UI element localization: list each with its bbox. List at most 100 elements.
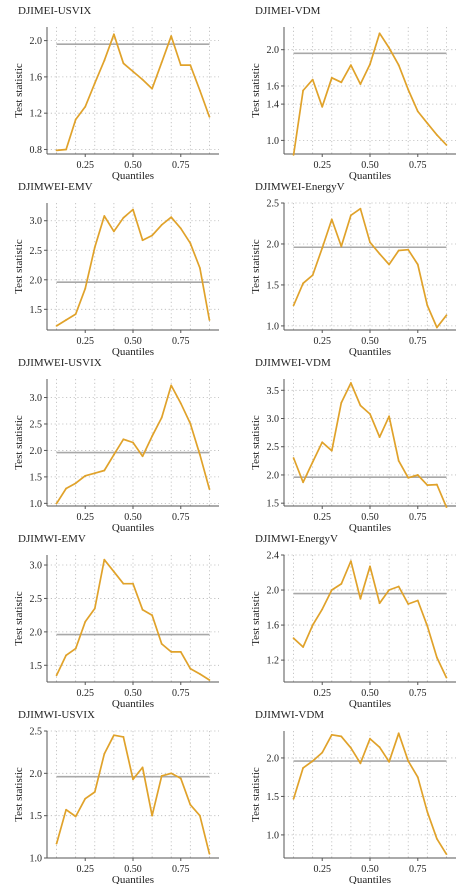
x-tick-label: 0.50 <box>361 160 379 171</box>
chart-svg: 1.2 1.6 2.0 2.4 0.25 0.50 0.75 Quantiles Test st… <box>250 551 456 710</box>
data-point <box>340 583 343 585</box>
y-tick-label: 3.0 <box>30 216 43 227</box>
data-point <box>93 472 96 475</box>
data-point <box>65 148 68 151</box>
data-point <box>435 134 438 136</box>
data-point <box>407 88 410 91</box>
data-point <box>397 585 400 588</box>
series-line <box>292 32 448 156</box>
data-point <box>388 589 391 591</box>
data-point <box>292 304 295 307</box>
x-tick-label: 0.75 <box>172 864 190 875</box>
x-axis-label: Quantiles <box>349 874 391 884</box>
data-point <box>416 263 419 266</box>
data-point <box>445 144 448 146</box>
data-point <box>340 245 343 248</box>
data-point <box>445 853 448 856</box>
y-axis-label: Test statistic <box>13 591 25 646</box>
data-point <box>55 502 58 505</box>
data-point <box>292 154 295 156</box>
x-tick-label: 0.75 <box>172 512 190 523</box>
y-axis-label: Test statistic <box>250 415 262 470</box>
data-point <box>378 252 381 255</box>
data-point <box>160 61 163 64</box>
data-point <box>179 651 182 653</box>
data-point <box>74 118 77 121</box>
data-point <box>426 810 429 813</box>
data-point <box>84 287 87 290</box>
data-point <box>369 413 371 415</box>
y-tick-label: 2.0 <box>267 753 280 764</box>
chart-svg: 1.0 1.5 2.0 0.25 0.50 0.75 Quantiles Test stati… <box>250 731 456 884</box>
data-point <box>141 239 144 242</box>
chart-svg: 1.0 1.5 2.0 2.5 3.0 0.25 0.50 0.75 Quantiles Test… <box>13 379 219 534</box>
data-point <box>189 667 192 670</box>
y-tick-label: 1.6 <box>267 621 280 632</box>
data-point <box>65 487 68 490</box>
data-point <box>416 599 419 602</box>
data-point <box>84 105 87 108</box>
data-point <box>416 110 419 113</box>
y-tick-label: 2.5 <box>30 246 43 257</box>
chart-panel: DJIMEI-USVIX 0.8 1.2 1.6 2.0 0.25 0.50 0.75 Quan… <box>0 4 237 182</box>
data-point <box>122 62 125 65</box>
chart-panel: DJIMWI-VDM 1.0 1.5 2.0 0.25 0.50 0.75 Quantiles… <box>237 708 474 884</box>
data-point <box>359 207 362 210</box>
chart-title: DJIMEI-VDM <box>255 5 321 17</box>
data-point <box>435 656 438 659</box>
data-point <box>132 70 134 73</box>
chart-title: DJIMWI-USVIX <box>18 709 95 721</box>
y-tick-label: 2.0 <box>30 36 43 47</box>
data-point <box>170 216 173 219</box>
data-point <box>302 282 305 285</box>
chart-panel: DJIMEI-VDM 1.0 1.4 1.6 2.0 0.25 0.50 0.75 Quanti… <box>237 4 474 182</box>
chart-svg: 1.5 2.0 2.5 3.0 3.5 0.25 0.50 0.75 Quantiles Test… <box>250 379 456 534</box>
data-point <box>311 461 314 463</box>
data-point <box>349 214 352 217</box>
y-tick-label: 3.0 <box>30 561 43 572</box>
chart-title: DJIMWI-EMV <box>18 533 86 545</box>
data-point <box>74 647 77 650</box>
chart-panel: DJIMWI-EMV 1.5 2.0 2.5 3.0 0.25 0.50 0.75 Quanti… <box>0 532 237 710</box>
chart-svg: 1.0 1.5 2.0 2.5 0.25 0.50 0.75 Quantiles Test st… <box>13 727 219 884</box>
data-point <box>170 35 173 37</box>
data-point <box>141 608 144 611</box>
data-point <box>93 607 96 610</box>
x-tick-label: 0.25 <box>313 160 331 171</box>
data-point <box>378 32 381 35</box>
data-point <box>132 441 134 444</box>
data-point <box>84 620 87 623</box>
x-axis-label: Quantiles <box>112 346 154 358</box>
data-point <box>359 83 362 86</box>
data-point <box>208 852 211 855</box>
y-tick-label: 2.0 <box>30 769 43 780</box>
data-point <box>378 746 381 749</box>
y-tick-label: 1.5 <box>267 499 280 510</box>
data-point <box>340 735 343 738</box>
data-point <box>388 415 391 418</box>
y-tick-label: 2.5 <box>30 419 43 430</box>
data-point <box>388 263 391 266</box>
data-point <box>302 767 305 769</box>
y-tick-label: 1.2 <box>267 656 280 667</box>
x-tick-label: 0.25 <box>76 864 94 875</box>
data-point <box>93 246 96 249</box>
x-tick-label: 0.50 <box>124 864 142 875</box>
data-point <box>189 242 192 245</box>
x-tick-label: 0.25 <box>76 336 94 347</box>
data-point <box>170 651 173 653</box>
data-point <box>141 766 144 769</box>
data-point <box>122 438 125 441</box>
data-point <box>93 82 96 85</box>
data-point <box>84 474 87 477</box>
data-point <box>407 476 410 479</box>
data-point <box>321 105 324 108</box>
data-point <box>170 772 173 775</box>
data-point <box>112 570 115 573</box>
x-axis-label: Quantiles <box>349 346 391 358</box>
y-tick-label: 2.0 <box>267 45 280 56</box>
data-point <box>397 249 400 252</box>
data-point <box>103 752 106 755</box>
series-line <box>292 382 448 508</box>
y-tick-label: 3.0 <box>267 414 280 425</box>
